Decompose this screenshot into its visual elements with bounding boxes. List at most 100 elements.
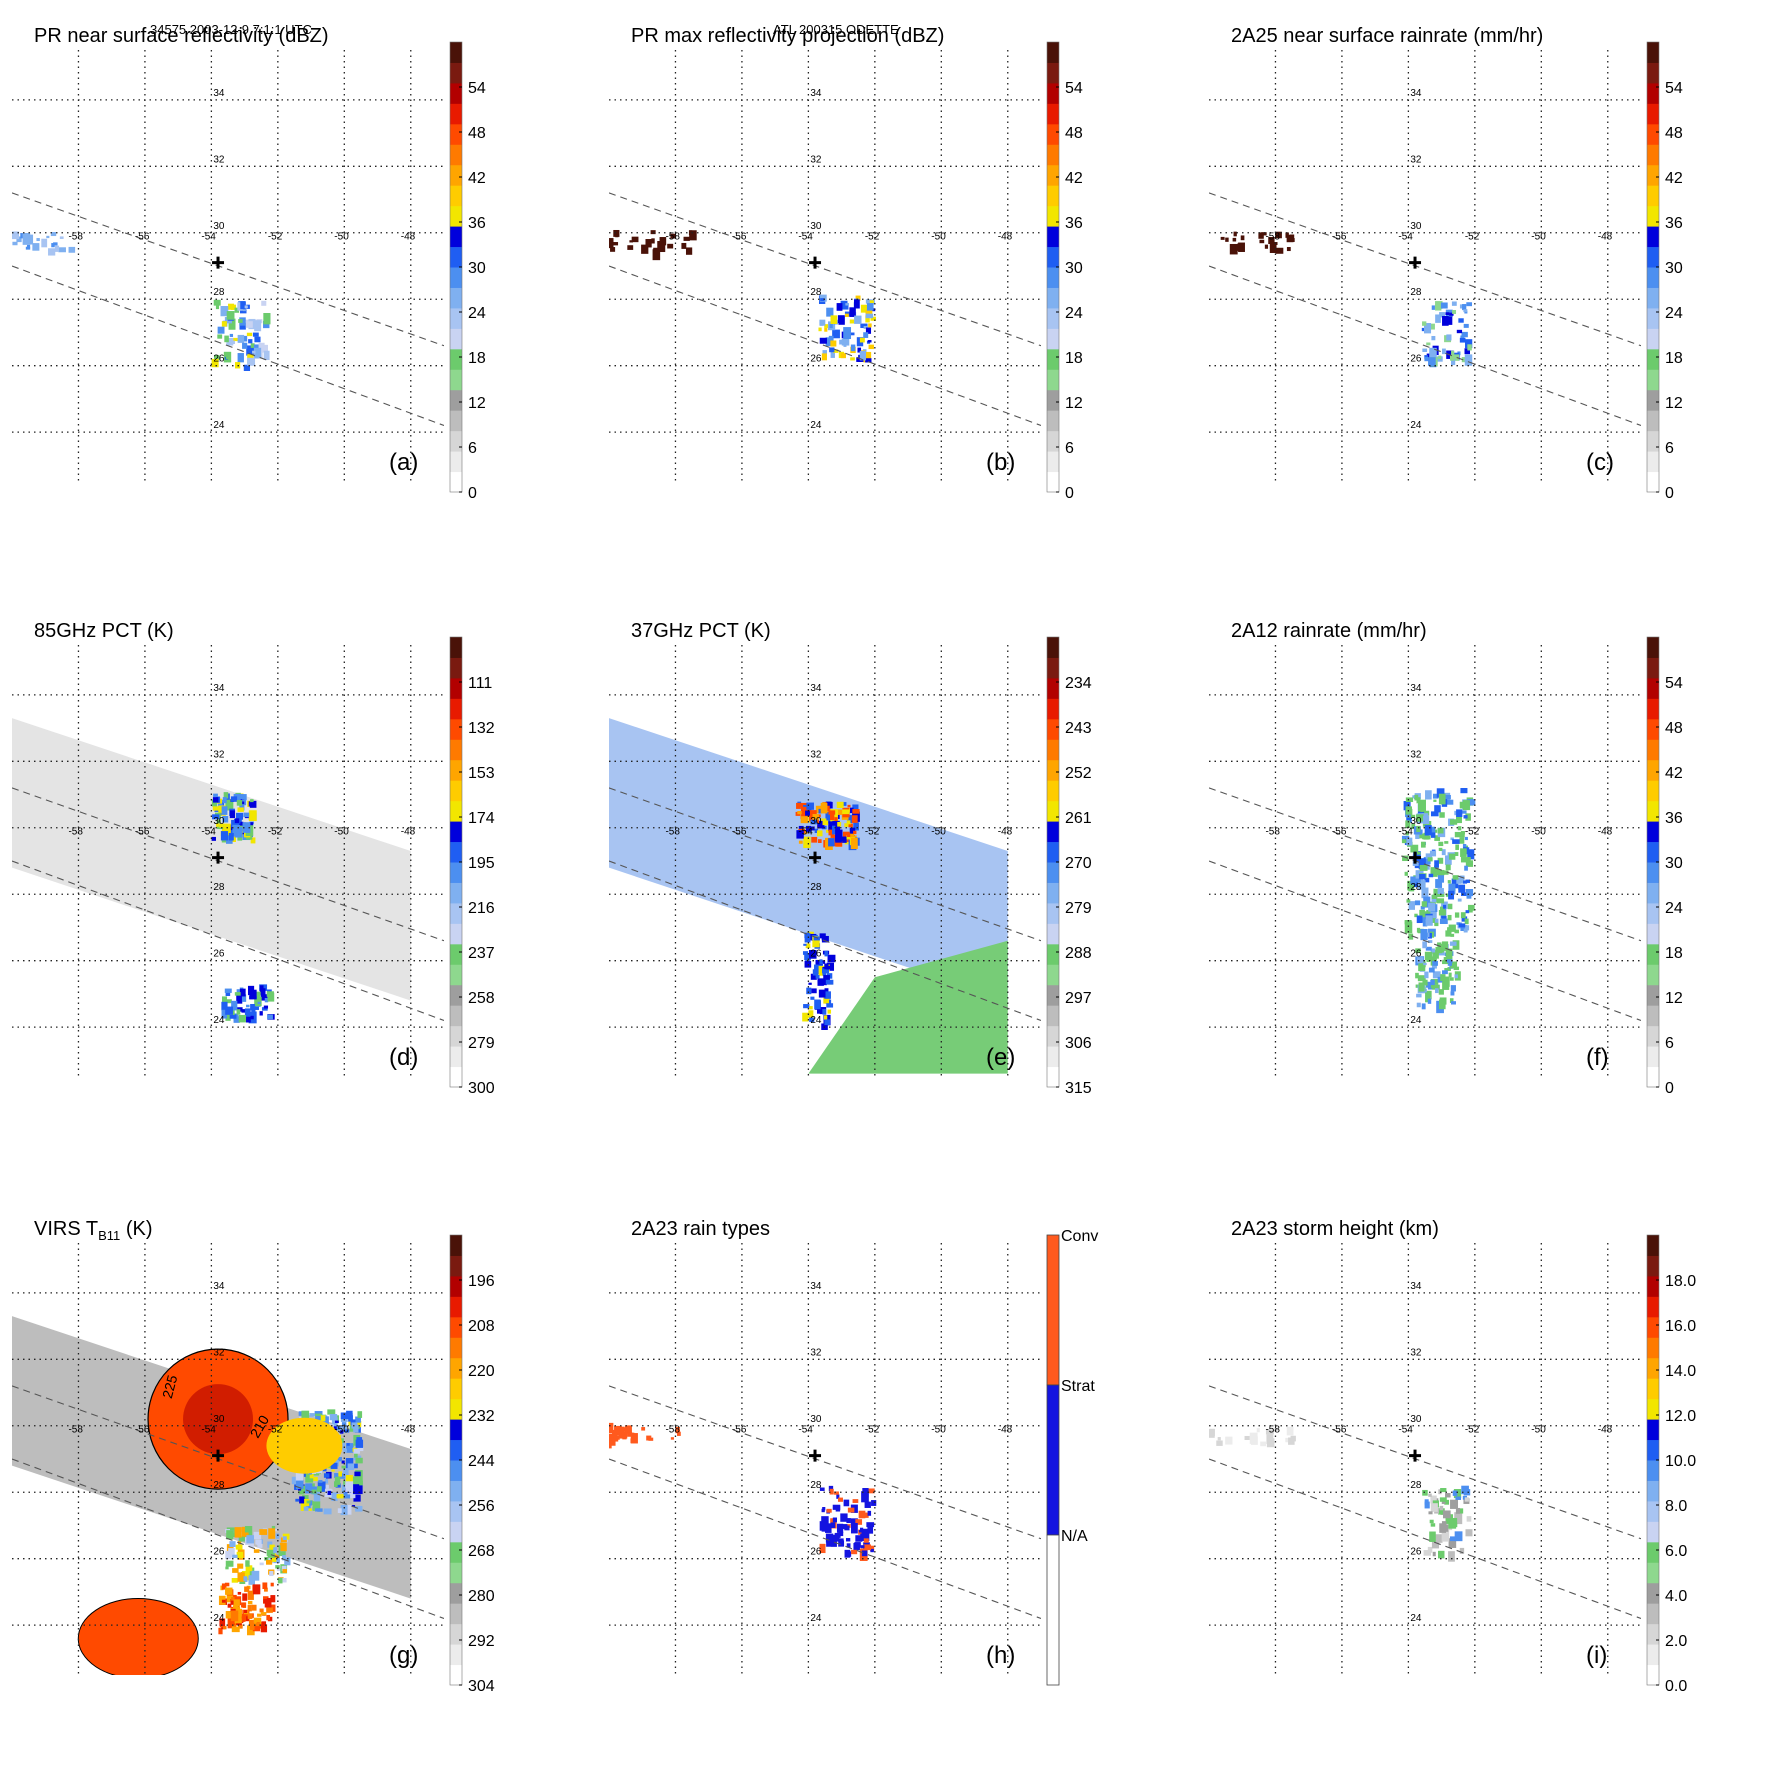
colorbar-segment [1647,246,1659,268]
rain-pixel [1416,957,1424,964]
rain-pixel [850,344,856,352]
colorbar-segment [1647,328,1659,350]
rain-pixel [850,1518,858,1526]
rain-pixel [226,999,232,1004]
rain-pixel [598,237,603,242]
rain-pixel [818,327,822,332]
rain-pixel [269,1544,275,1551]
rain-pixel [868,323,872,328]
rain-pixel [1429,1519,1434,1524]
rain-pixel [1437,888,1444,895]
rain-pixel [346,1443,350,1446]
rain-pixel [862,1488,869,1498]
lon-tick-label: -54 [1398,1424,1413,1435]
colorbar-tick-label: 280 [468,1588,495,1605]
rain-pixel [1448,1551,1455,1562]
rain-pixel [259,985,264,990]
rain-pixel [1430,914,1437,923]
rain-pixel [1235,244,1244,251]
rain-pixel [863,325,868,329]
rain-pixel [818,965,826,976]
rain-pixel [233,1599,240,1607]
rain-pixel [217,326,225,334]
lon-tick-label: -54 [798,231,813,242]
rain-pixel [1424,810,1430,816]
colorbar-segment [450,964,462,986]
rain-pixel [250,1015,254,1020]
rain-pixel [247,1625,255,1636]
rain-pixel [0,233,1,237]
colorbar-tick-label: 0 [1065,485,1074,502]
rain-pixel [221,1599,226,1603]
panel-label: (f) [1586,1044,1609,1071]
rain-pixel [675,1426,680,1434]
colorbar-tick-label: 30 [1665,855,1683,872]
rain-pixel [816,830,823,837]
colorbar-segment [1047,739,1059,761]
rain-pixel [1439,312,1445,318]
rain-pixel [1450,961,1458,969]
lat-tick-label: 28 [1410,882,1422,893]
rain-pixel [247,1600,253,1605]
rain-pixel [854,315,862,324]
rain-pixel [299,1496,305,1504]
rain-pixel [232,1605,239,1610]
rain-pixel [819,337,827,344]
panel-d: -58 -56 -54 -52 -50 -48 34 32 30 28 26 24 85GHz PCT … [12,620,495,1097]
rain-pixel [1441,849,1446,856]
rain-pixel [865,299,872,304]
colorbar-tick-label: 258 [468,990,495,1007]
rain-pixel [825,965,832,970]
rain-pixel [867,1510,872,1516]
colorbar-segment [1647,780,1659,802]
rain-pixel [312,1501,321,1511]
rain-pixel [1460,925,1468,931]
rain-pixel [853,822,859,831]
colorbar-tick-label: 42 [1665,765,1683,782]
rain-pixel [1433,799,1437,802]
rain-pixel [1434,918,1439,925]
rain-pixel [264,1598,272,1608]
rain-pixel [824,327,828,332]
lat-tick-label: 32 [810,1347,822,1358]
rain-pixel [338,1471,342,1477]
rain-pixel [868,306,873,311]
rain-pixel [229,1541,236,1548]
lon-tick-label: -50 [334,826,349,837]
rain-pixel [1433,793,1439,799]
rain-pixel [846,835,851,840]
rain-pixel [320,1415,326,1422]
rain-pixel [259,988,266,995]
colorbar-segment [1647,637,1659,658]
rain-pixel [1432,1551,1436,1557]
colorbar-segment [1647,103,1659,125]
colorbar-segment [1047,267,1059,288]
lat-tick-label: 26 [1410,1547,1422,1558]
rain-pixel [1459,337,1466,343]
rain-pixel [240,301,246,310]
colorbar-segment [450,287,462,309]
rain-pixel [1429,931,1435,938]
rain-pixel [808,950,817,959]
rain-pixel [225,356,229,359]
rain-pixel [1456,922,1461,925]
rain-pixel [242,1609,250,1622]
rain-pixel [819,1487,825,1491]
rain-pixel [277,1577,283,1584]
rain-pixel [238,319,243,323]
rain-pixel [234,1527,242,1538]
rain-pixel [854,1542,861,1548]
rain-pixel [1437,873,1445,883]
rain-pixel [211,799,218,807]
colorbar-tick-label: 153 [468,765,495,782]
colorbar-segment [1647,144,1659,166]
lat-tick-label: 26 [810,949,822,960]
colorbar-segment [1047,164,1059,186]
panel-label: (a) [389,449,418,476]
lat-tick-label: 26 [810,354,822,365]
rain-pixel [1435,946,1443,954]
rain-pixel [832,329,840,339]
rain-pixel [868,344,874,350]
colorbar-category-label: Conv [1061,1228,1098,1245]
rain-pixel [235,1544,243,1550]
